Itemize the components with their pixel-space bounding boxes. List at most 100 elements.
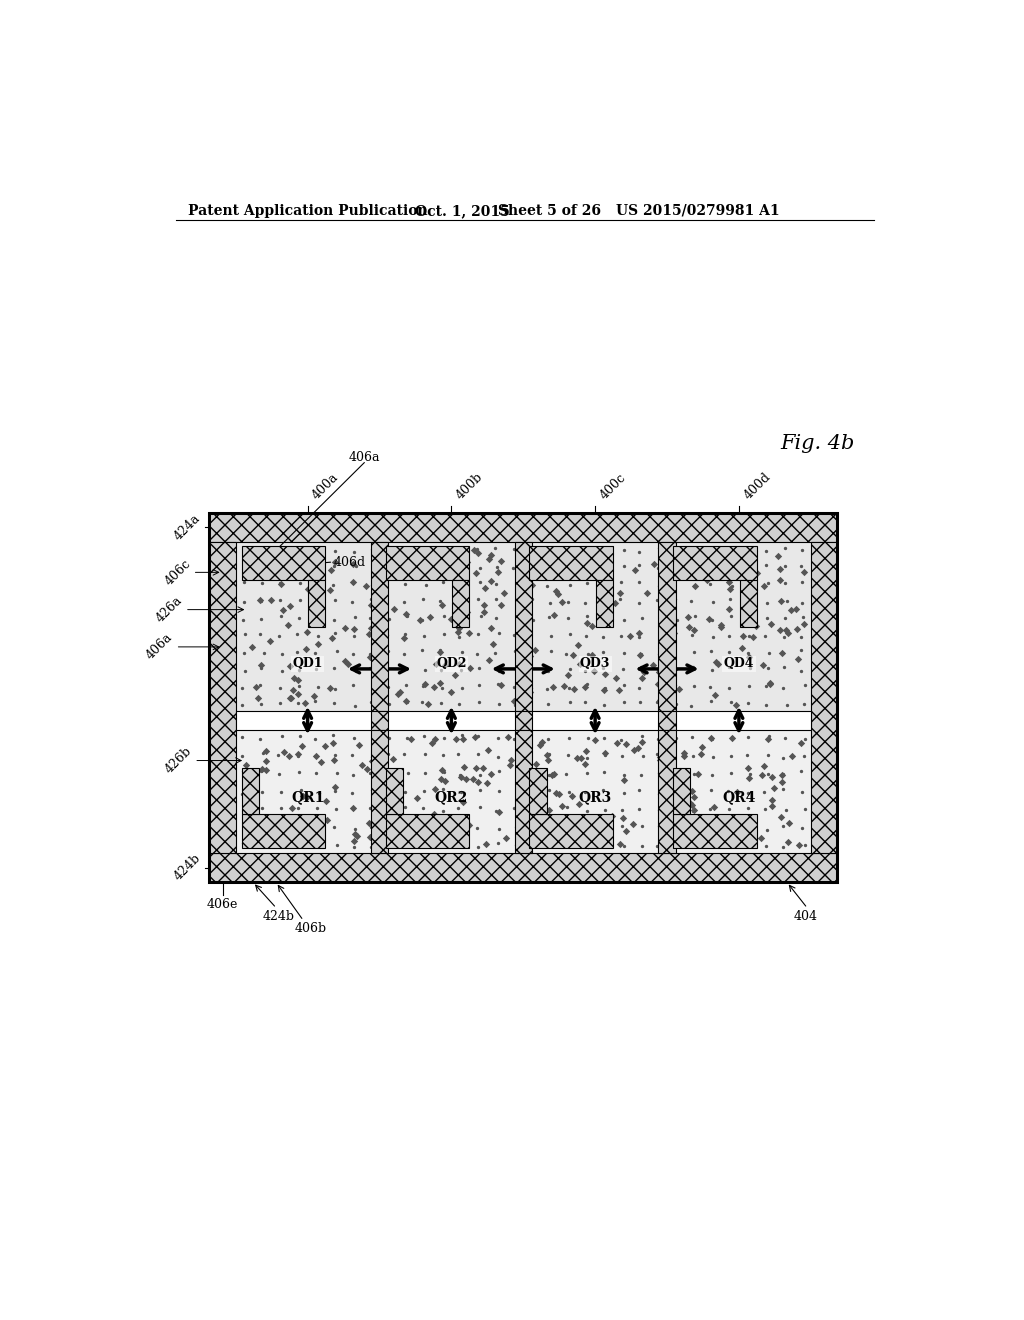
Text: QD1: QD1	[293, 657, 323, 671]
Point	[526, 543, 543, 564]
Point	[307, 833, 324, 854]
Point	[286, 810, 302, 832]
Point	[286, 668, 302, 689]
Point	[452, 572, 468, 593]
Point	[579, 612, 595, 634]
Point	[347, 822, 364, 843]
Point	[684, 795, 700, 816]
Point	[539, 744, 555, 766]
Point	[534, 731, 550, 752]
Point	[409, 787, 425, 808]
Point	[293, 735, 309, 756]
Point	[524, 574, 541, 595]
Point	[345, 797, 361, 818]
Point	[503, 750, 519, 771]
Point	[713, 616, 729, 638]
Point	[521, 645, 538, 667]
Text: 424b: 424b	[171, 851, 203, 883]
Point	[297, 564, 313, 585]
Point	[546, 605, 562, 626]
Point	[756, 576, 772, 597]
Point	[294, 785, 310, 807]
Point	[258, 741, 274, 762]
Point	[349, 825, 366, 846]
Point	[451, 653, 467, 675]
Point	[787, 598, 804, 619]
Point	[379, 822, 395, 843]
Point	[456, 756, 472, 777]
Point	[611, 833, 628, 854]
Point	[360, 812, 377, 833]
Point	[577, 754, 593, 775]
Point	[551, 783, 567, 804]
Point	[304, 591, 321, 612]
Point	[651, 750, 668, 771]
Point	[290, 669, 306, 690]
Point	[700, 609, 717, 630]
Point	[597, 832, 613, 853]
Point	[693, 743, 710, 764]
Point	[699, 569, 716, 590]
Point	[745, 579, 762, 601]
Text: QD2: QD2	[436, 657, 467, 671]
Point	[500, 726, 516, 747]
Point	[248, 552, 264, 573]
Point	[351, 734, 368, 755]
Text: 406a: 406a	[348, 450, 380, 463]
Bar	[739, 581, 757, 627]
Point	[282, 655, 298, 676]
Point	[781, 812, 798, 833]
Point	[756, 755, 772, 776]
Point	[792, 834, 808, 855]
Bar	[236, 730, 380, 853]
Point	[742, 602, 759, 623]
Text: 400a: 400a	[310, 470, 341, 502]
Bar	[529, 814, 612, 849]
Point	[502, 754, 518, 775]
Point	[417, 673, 433, 694]
Point	[468, 562, 484, 583]
Point	[443, 681, 460, 702]
Point	[566, 678, 583, 700]
Point	[774, 772, 791, 793]
Point	[238, 754, 254, 775]
Point	[686, 800, 702, 821]
Point	[392, 681, 409, 702]
Point	[461, 623, 477, 644]
Point	[265, 821, 282, 842]
Bar	[658, 711, 676, 730]
Point	[652, 692, 669, 713]
Bar	[371, 730, 388, 853]
Point	[450, 622, 466, 643]
Bar	[673, 814, 757, 849]
Point	[667, 821, 683, 842]
Point	[446, 664, 463, 685]
Point	[424, 733, 440, 754]
Text: QR2: QR2	[435, 791, 468, 804]
Point	[252, 589, 268, 610]
Point	[358, 759, 375, 780]
Point	[741, 767, 758, 788]
Point	[527, 754, 544, 775]
Bar	[515, 730, 531, 853]
Point	[686, 787, 702, 808]
Point	[294, 543, 310, 564]
Text: Patent Application Publication: Patent Application Publication	[188, 203, 428, 218]
Point	[626, 739, 642, 760]
Point	[734, 638, 751, 659]
Point	[690, 763, 707, 784]
Point	[483, 763, 500, 784]
Point	[284, 797, 300, 818]
Point	[469, 771, 485, 792]
Point	[564, 785, 581, 807]
Bar	[673, 768, 690, 814]
Point	[309, 564, 326, 585]
Point	[560, 664, 577, 685]
Point	[466, 540, 482, 561]
Point	[489, 561, 506, 582]
Bar	[242, 768, 259, 814]
Point	[693, 737, 710, 758]
Point	[254, 758, 270, 779]
Point	[680, 607, 696, 628]
Bar	[209, 512, 838, 541]
